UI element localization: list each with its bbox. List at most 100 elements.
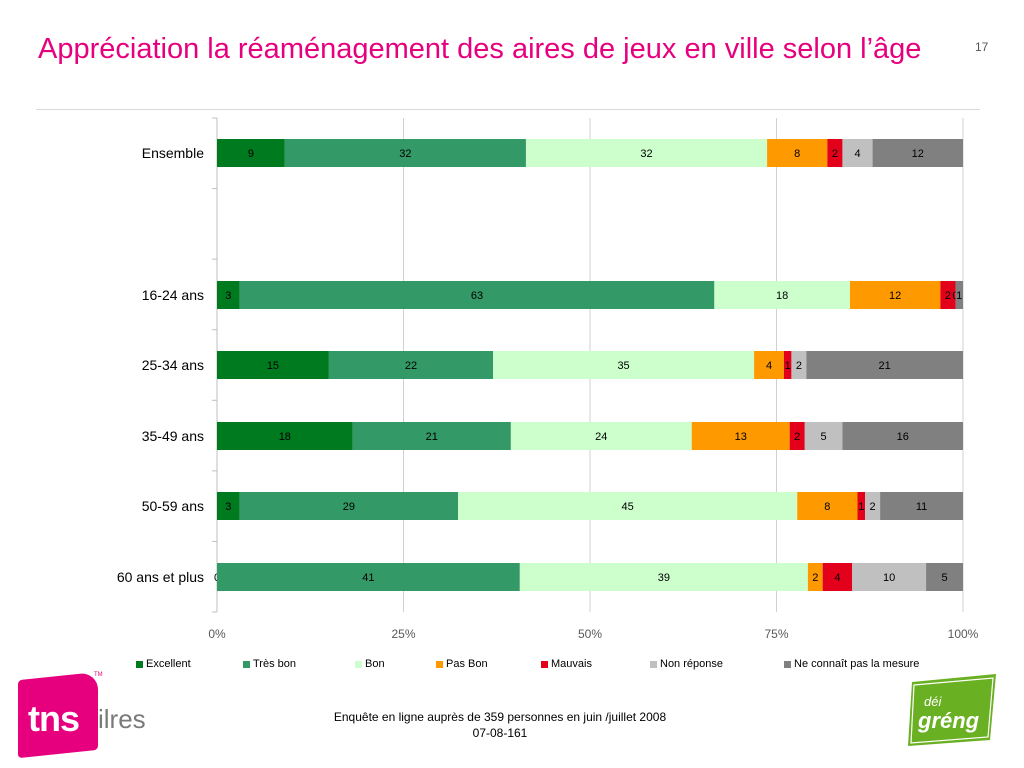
- bar-segment: [807, 563, 823, 591]
- x-tick-label: 0%: [208, 627, 226, 641]
- legend-swatch: [136, 660, 143, 668]
- category-label: 35-49 ans: [142, 428, 204, 444]
- x-tick-label: 75%: [764, 627, 788, 641]
- bar-segment: [842, 422, 963, 450]
- x-tick-label: 50%: [578, 627, 602, 641]
- bar-segment: [284, 139, 526, 167]
- data-label: 4: [854, 148, 860, 160]
- data-label: 2: [794, 431, 800, 443]
- legend-item: Bon: [355, 658, 385, 670]
- data-label: 29: [343, 501, 355, 513]
- bar-segment: [767, 139, 828, 167]
- bar-segment: [842, 139, 873, 167]
- bar-segment: [217, 422, 353, 450]
- data-label: 1: [956, 290, 962, 302]
- footer-reference-code: 07-08-161: [472, 726, 528, 740]
- data-label: 2: [870, 501, 876, 513]
- data-label: 4: [834, 572, 840, 584]
- dei-greng-logo-border: [910, 677, 994, 744]
- dei-greng-logo: déi gréng: [908, 674, 996, 746]
- bar-segment: [239, 281, 715, 309]
- legend-label: Ne connaît pas la mesure: [794, 658, 920, 670]
- footer-survey-note: Enquête en ligne auprès de 359 personnes…: [333, 710, 667, 724]
- data-label: 63: [471, 290, 483, 302]
- data-label: 8: [824, 501, 830, 513]
- data-label: 5: [821, 431, 827, 443]
- bar-segment: [493, 351, 755, 379]
- data-label: 18: [279, 431, 291, 443]
- data-label: 5: [941, 572, 947, 584]
- legend-item: Non réponse: [650, 658, 723, 670]
- x-tick-label: 100%: [948, 627, 979, 641]
- bar-segment: [789, 422, 805, 450]
- bar-segment: [865, 492, 881, 520]
- dei-greng-logo-shape: [908, 674, 996, 746]
- data-label: 10: [883, 572, 895, 584]
- bar-segment: [926, 563, 963, 591]
- data-label: 32: [640, 148, 652, 160]
- data-label: 39: [658, 572, 670, 584]
- legend-label: Mauvais: [551, 658, 592, 670]
- category-label: Ensemble: [142, 145, 204, 161]
- data-label: 32: [399, 148, 411, 160]
- bar-segment: [714, 281, 850, 309]
- bar-segment: [852, 563, 927, 591]
- bar-segment: [791, 351, 807, 379]
- legend-swatch: [436, 660, 443, 668]
- category-label: 25-34 ans: [142, 357, 204, 373]
- data-label: 16: [897, 431, 909, 443]
- bar-segment: [328, 351, 494, 379]
- legend-swatch: [355, 660, 362, 668]
- legend-label: Pas Bon: [446, 658, 488, 670]
- data-label: 13: [735, 431, 747, 443]
- bar-segment: [857, 492, 866, 520]
- bar-segment: [525, 139, 768, 167]
- bar-segment: [849, 281, 941, 309]
- data-label: 21: [879, 360, 891, 372]
- data-label: 18: [776, 290, 788, 302]
- bar-segment: [822, 563, 853, 591]
- legend-item: Très bon: [243, 658, 296, 670]
- category-label: 16-24 ans: [142, 287, 204, 303]
- data-label: 9: [248, 148, 254, 160]
- data-label: 11: [916, 501, 927, 513]
- data-label: 3: [225, 290, 231, 302]
- x-tick-label: 25%: [391, 627, 415, 641]
- data-label: 15: [267, 360, 279, 372]
- legend-item: Pas Bon: [436, 658, 488, 670]
- data-label: 35: [617, 360, 629, 372]
- bar-segment: [519, 563, 808, 591]
- legend-swatch: [650, 660, 657, 668]
- bar-segment: [804, 422, 843, 450]
- data-label: 24: [595, 431, 607, 443]
- bar-segment: [827, 139, 843, 167]
- category-label: 60 ans et plus: [117, 569, 204, 585]
- data-label: 12: [912, 148, 924, 160]
- data-label: 2: [945, 290, 951, 302]
- title-divider: [36, 109, 980, 110]
- bar-segment: [352, 422, 511, 450]
- data-label: 1: [858, 501, 864, 513]
- tns-ilres-logo: tns ilres TM: [18, 668, 148, 759]
- bar-segment: [783, 351, 792, 379]
- chart-legend: Excellent Très bon Bon Pas Bon Mauvais Non ré…: [136, 658, 976, 674]
- data-label: 2: [796, 360, 802, 372]
- bar-segment: [217, 281, 240, 309]
- bar-segment: [754, 351, 784, 379]
- bar-segment: [880, 492, 963, 520]
- bar-segment: [806, 351, 963, 379]
- data-label: 2: [812, 572, 818, 584]
- data-label: 2: [832, 148, 838, 160]
- tns-logo-trademark: TM: [94, 672, 103, 678]
- legend-label: Très bon: [253, 658, 297, 670]
- legend-swatch: [243, 660, 250, 668]
- data-label: 4: [766, 360, 772, 372]
- legend-item: Ne connaît pas la mesure: [784, 658, 919, 670]
- legend-item: Excellent: [136, 658, 191, 670]
- bar-segment: [239, 492, 459, 520]
- data-label: 3: [225, 501, 231, 513]
- bar-segment: [217, 492, 240, 520]
- bar-segment: [217, 563, 520, 591]
- bar-segment: [872, 139, 963, 167]
